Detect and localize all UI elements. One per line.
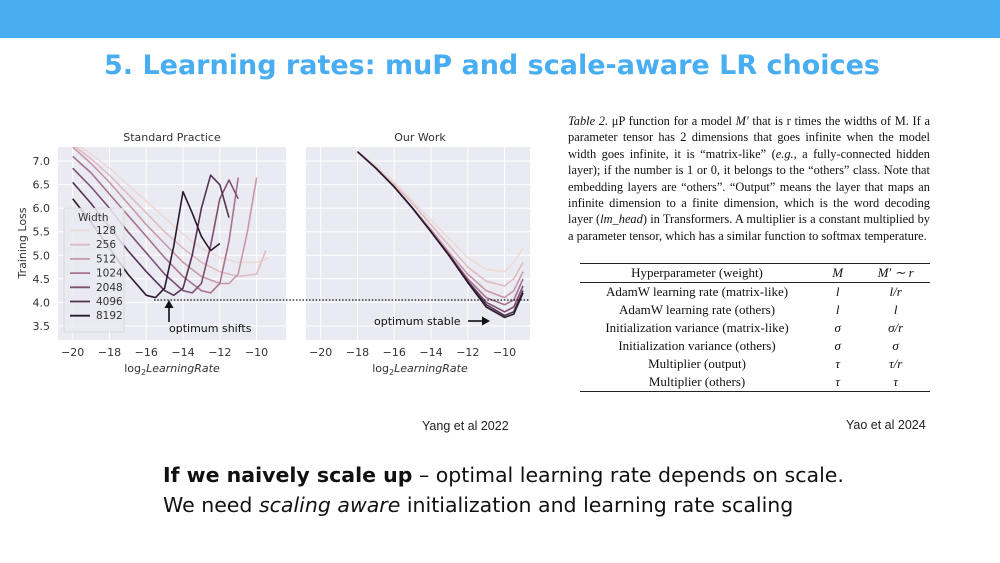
annotation-optimum-shifts: optimum shifts [169,322,252,335]
table-row: Initialization variance (others) σ σ [618,338,899,353]
x-tick-label: −12 [208,346,231,359]
x-axis-label-right: log2LearningRate [372,362,468,377]
y-tick-label: 3.5 [33,320,51,333]
slide-title: 5. Learning rates: muP and scale-aware L… [104,50,880,81]
series-line-256 [356,151,524,287]
series-line-128 [357,151,524,273]
table-row: Initialization variance (matrix-like) σ σ/… [605,320,904,335]
y-tick-label: 7.0 [33,155,51,168]
y-tick-label: 4.5 [33,273,51,286]
legend-title: Width [78,212,109,224]
annotation-optimum-stable: optimum stable [374,315,461,328]
takeaway-line-2: We need scaling aware initialization and… [163,493,794,517]
x-tick-label: −20 [309,346,332,359]
takeaway-line-1: If we naively scale up – optimal learnin… [163,463,844,487]
x-axis-label-left: log2LearningRate [124,362,220,377]
table-label: Table 2. [568,114,609,128]
table-row: AdamW learning rate (matrix-like) l l/r [606,284,902,299]
x-tick-label: −14 [171,346,194,359]
legend-entry-label: 8192 [96,310,123,322]
arrow-head-right-icon [482,316,490,326]
legend-entry-label: 4096 [96,296,123,308]
header-hyperparameter: Hyperparameter (weight) [631,265,763,280]
table-row: AdamW learning rate (others) l l [618,302,898,317]
y-tick-label: 5.0 [33,249,51,262]
x-tick-label: −18 [98,346,121,359]
x-tick-labels-right: −20 −18 −16 −14 −12 −10 [309,346,516,359]
y-tick-label: 6.5 [33,179,51,192]
series-line-256 [74,147,267,278]
legend-entry-label: 2048 [96,282,123,294]
x-tick-label: −10 [245,346,268,359]
table-row: Multiplier (output) τ τ/r [648,356,903,371]
panel-standard-practice: Standard Practice 7.0 6.5 6.0 5.5 5.0 4.5 4.0 3… [16,131,286,377]
table-header-row: Hyperparameter (weight) M M′ ∼ r [580,263,930,283]
x-tick-label: −18 [346,346,369,359]
panel-our-work: Our Work −20 −18 −16 −14 −12 −10 log2Learning… [306,131,530,377]
series-line-8192 [356,151,524,319]
x-tick-label: −20 [61,346,84,359]
citation-left: Yang et al 2022 [422,419,509,433]
header-m: M [832,265,844,280]
x-tick-label: −16 [135,346,158,359]
legend-entries: 128 256 512 1024 2048 4096 8192 [70,225,123,322]
gridlines-right [306,147,530,340]
series-lines-right [356,151,524,319]
x-tick-label: −12 [456,346,479,359]
series-line-1024 [72,155,239,294]
legend-entry-label: 256 [96,239,116,251]
takeaway-text: If we naively scale up – optimal learnin… [163,460,844,520]
citation-right: Yao et al 2024 [846,418,926,432]
header-mprime: M′ ∼ r [877,265,914,280]
table-row: Multiplier (others) τ τ [580,373,930,392]
y-tick-label: 4.0 [33,296,51,309]
x-tick-label: −10 [493,346,516,359]
x-tick-label: −16 [383,346,406,359]
panel-title-left: Standard Practice [123,131,221,144]
x-tick-label: −14 [419,346,442,359]
y-axis-label: Training Loss [16,207,29,279]
legend: Width 128 256 512 1024 2048 4096 8192 [63,207,125,333]
y-tick-label: 5.5 [33,226,51,239]
legend-entry-label: 1024 [96,268,123,280]
arrow-head-up-icon [164,300,174,308]
y-tick-labels: 7.0 6.5 6.0 5.5 5.0 4.5 4.0 3.5 [33,155,51,333]
panel-title-right: Our Work [394,131,446,144]
mup-table: Hyperparameter (weight) M M′ ∼ r AdamW l… [580,263,930,392]
legend-entry-label: 512 [96,253,116,265]
legend-entry-label: 128 [96,225,116,237]
top-accent-bar [0,0,1000,38]
table-caption: Table 2. μP function for a model M′ that… [568,114,930,243]
y-tick-label: 6.0 [33,202,51,215]
lr-figure: Standard Practice 7.0 6.5 6.0 5.5 5.0 4.5 4.0 3… [16,131,530,377]
x-tick-labels-left: −20 −18 −16 −14 −12 −10 [61,346,268,359]
series-line-512 [72,147,258,285]
